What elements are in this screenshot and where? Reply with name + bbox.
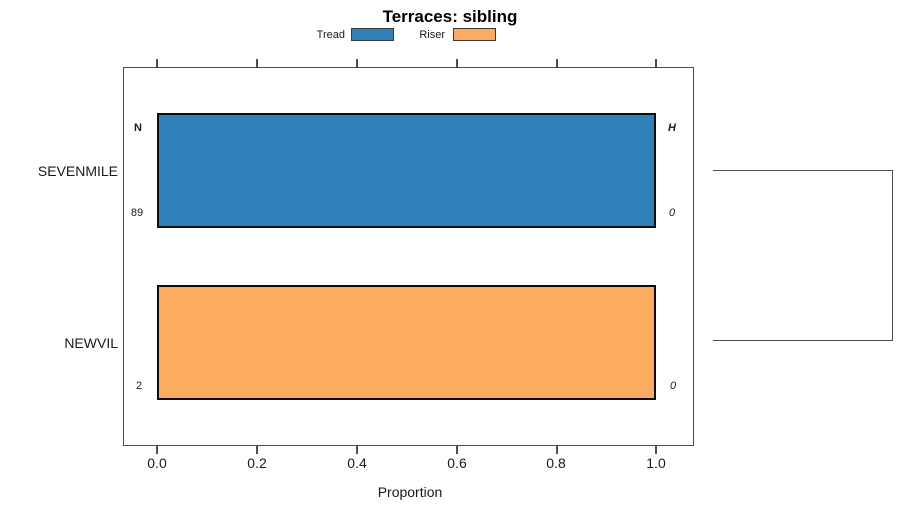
x-axis-title: Proportion bbox=[377, 484, 443, 500]
x-axis-tick-top bbox=[256, 59, 258, 67]
y-category-label-sevenmile: SEVENMILE bbox=[37, 163, 118, 179]
x-axis-tick-top bbox=[356, 59, 358, 67]
y-category-label-newvil: NEWVIL bbox=[64, 335, 118, 351]
x-axis-tick bbox=[256, 446, 258, 454]
legend-swatch-tread bbox=[351, 28, 394, 41]
bar-newvil-riser bbox=[157, 285, 656, 400]
x-axis-tick bbox=[156, 446, 158, 454]
annotation-n-count-sevenmile: 89 bbox=[130, 207, 144, 219]
x-tick-label: 0.2 bbox=[247, 455, 267, 471]
x-axis-tick bbox=[556, 446, 558, 454]
annotation-n-header: N bbox=[134, 122, 142, 134]
row-connector-bracket bbox=[713, 170, 893, 341]
annotation-n-count-newvil: 2 bbox=[135, 380, 143, 392]
legend-label-tread: Tread bbox=[316, 29, 345, 41]
x-axis-tick-top bbox=[156, 59, 158, 67]
x-axis-tick bbox=[655, 446, 657, 454]
x-tick-label: 0.4 bbox=[347, 455, 367, 471]
annotation-h-header: H bbox=[668, 122, 676, 134]
annotation-h-value-newvil: 0 bbox=[669, 380, 677, 392]
x-tick-label: 0.0 bbox=[147, 455, 167, 471]
x-axis-tick bbox=[456, 446, 458, 454]
legend-swatch-riser bbox=[453, 28, 496, 41]
x-tick-label: 0.8 bbox=[546, 455, 566, 471]
x-axis-tick-top bbox=[456, 59, 458, 67]
plot-frame bbox=[123, 67, 694, 446]
chart-title: Terraces: sibling bbox=[382, 7, 518, 26]
legend-label-riser: Riser bbox=[419, 29, 445, 41]
x-axis-tick-top bbox=[655, 59, 657, 67]
x-tick-label: 1.0 bbox=[646, 455, 666, 471]
x-tick-label: 0.6 bbox=[447, 455, 467, 471]
x-axis-tick-top bbox=[556, 59, 558, 67]
bar-sevenmile-tread bbox=[157, 113, 656, 228]
x-axis-tick bbox=[356, 446, 358, 454]
annotation-h-value-sevenmile: 0 bbox=[668, 207, 676, 219]
